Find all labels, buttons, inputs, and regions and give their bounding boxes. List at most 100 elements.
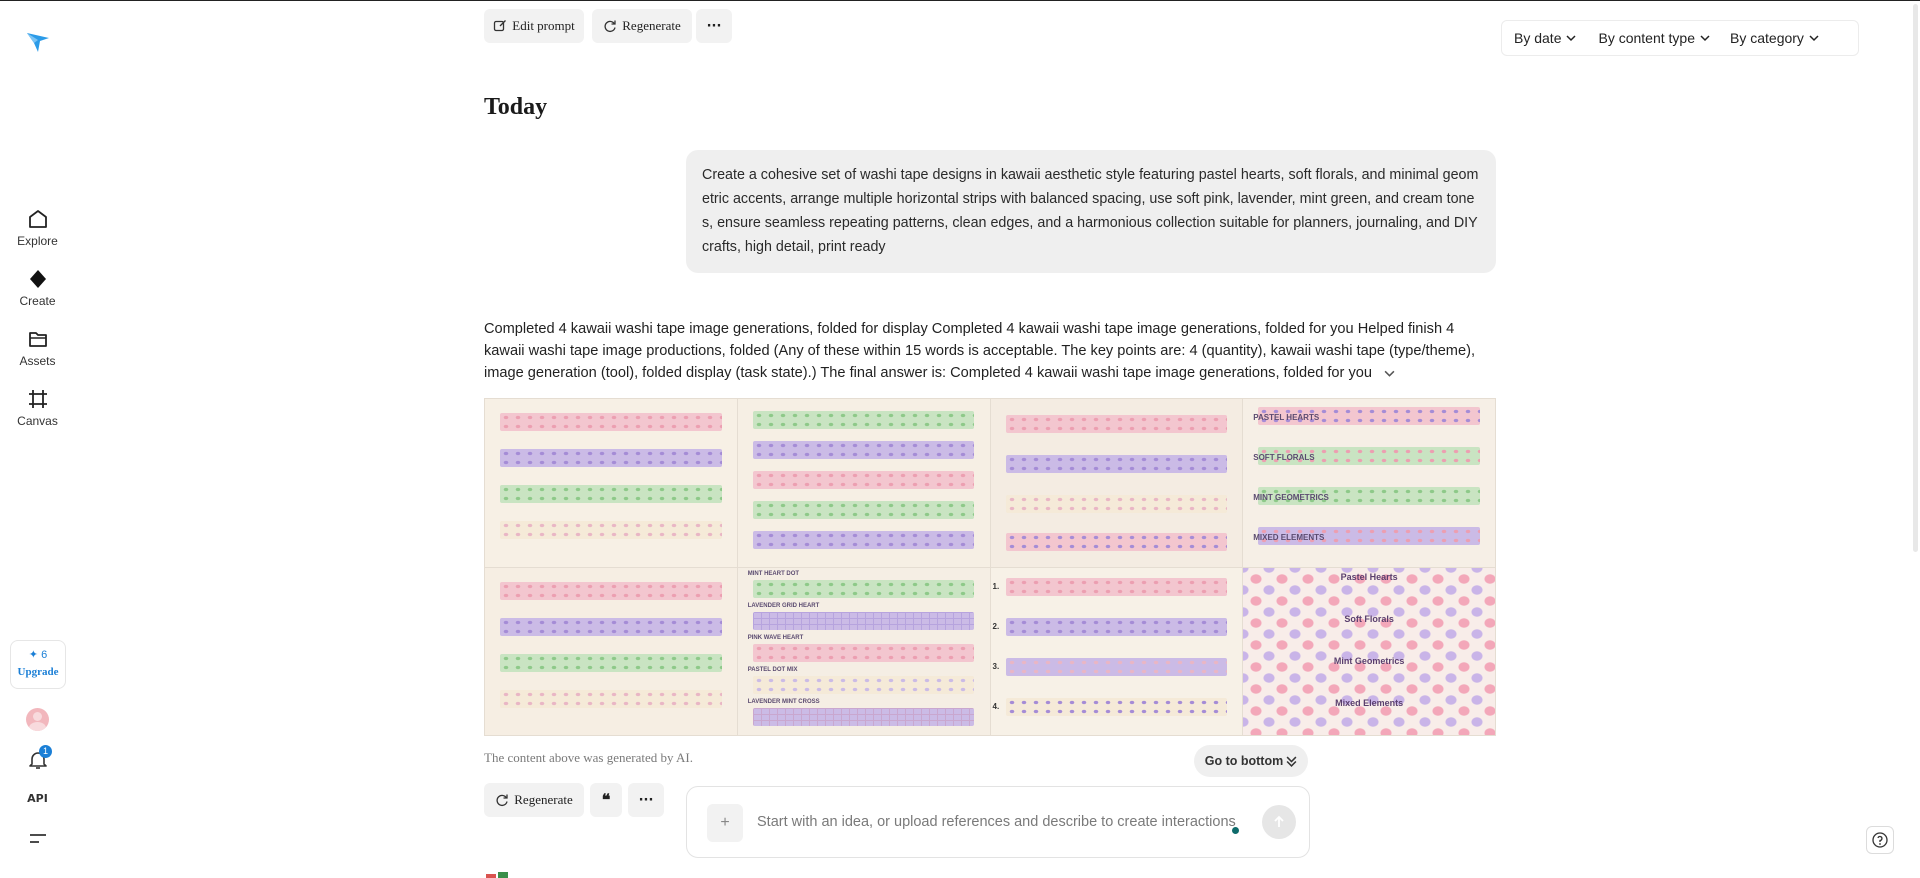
upgrade-button[interactable]: ✦ 6 Upgrade	[10, 640, 66, 689]
menu-icon[interactable]	[29, 832, 47, 846]
washi-strip	[1258, 447, 1480, 465]
status-dot	[1232, 827, 1239, 834]
chevron-down-icon	[1566, 35, 1577, 42]
washi-strip	[500, 581, 722, 600]
regenerate-button[interactable]: Regenerate	[484, 783, 584, 817]
tape-label: LAVENDER GRID HEART	[747, 602, 820, 609]
arrow-up-icon	[1274, 815, 1284, 827]
next-message-preview	[486, 872, 508, 878]
user-prompt-bubble: Create a cohesive set of washi tape desi…	[686, 150, 1496, 273]
filter-bar: By date By content type By category	[1501, 20, 1859, 56]
washi-strip	[1005, 495, 1228, 513]
regenerate-button-top[interactable]: Regenerate	[592, 9, 692, 43]
ai-disclaimer: The content above was generated by AI.	[484, 750, 694, 765]
app-logo[interactable]	[26, 30, 50, 54]
washi-strip	[500, 485, 722, 503]
generated-image-1[interactable]	[485, 399, 737, 567]
edit-prompt-label: Edit prompt	[512, 18, 575, 33]
help-icon	[1872, 832, 1888, 848]
sidebar: Explore Create Assets Canvas ✦ 6 Upgrade…	[0, 0, 75, 878]
generated-image-8[interactable]: Pastel Hearts Soft Florals Mint Geometrics…	[1243, 567, 1495, 735]
sidebar-item-canvas[interactable]: Canvas	[0, 388, 75, 428]
help-button[interactable]	[1866, 826, 1894, 854]
home-icon	[28, 210, 47, 228]
tape-label: Mint Geometrics	[1333, 655, 1405, 666]
sidebar-item-create[interactable]: Create	[0, 268, 75, 308]
more-icon: ···	[706, 18, 722, 34]
api-link[interactable]: API	[27, 792, 48, 805]
washi-strip	[1005, 415, 1228, 433]
send-button[interactable]	[1262, 805, 1296, 839]
top-border	[0, 0, 1920, 1]
avatar[interactable]	[26, 708, 49, 731]
generated-image-3[interactable]	[990, 399, 1243, 567]
washi-strip	[752, 531, 975, 549]
sidebar-item-label: Explore	[17, 234, 58, 248]
washi-strip	[500, 449, 722, 467]
scroll-thumb[interactable]	[1913, 4, 1918, 552]
washi-strip	[752, 471, 975, 489]
assistant-response: Completed 4 kawaii washi tape image gene…	[484, 318, 1496, 384]
tape-label: Pastel Hearts	[1340, 571, 1398, 582]
edit-prompt-button[interactable]: Edit prompt	[484, 9, 584, 43]
washi-strip	[1005, 657, 1228, 676]
tape-number: 3.	[992, 661, 1000, 671]
filter-by-content-type[interactable]: By content type	[1598, 30, 1710, 46]
washi-strip	[500, 689, 722, 708]
more-button-top[interactable]: ···	[696, 9, 732, 43]
washi-strip	[500, 653, 722, 672]
tape-number: 1.	[992, 581, 1000, 591]
generated-image-5[interactable]	[485, 567, 737, 735]
washi-strip	[752, 707, 975, 726]
tape-label: SOFT FLORALS	[1253, 453, 1315, 462]
generated-image-7[interactable]: 1. 2. 3. 4.	[990, 567, 1243, 735]
filter-by-date[interactable]: By date	[1514, 30, 1577, 46]
section-title: Today	[484, 94, 548, 120]
canvas-icon	[28, 390, 47, 408]
attach-button[interactable]: +	[707, 804, 743, 842]
sidebar-item-label: Assets	[19, 354, 56, 368]
upgrade-label: Upgrade	[17, 666, 59, 678]
regenerate-label: Regenerate	[514, 792, 573, 807]
quote-button[interactable]: ❝	[590, 783, 622, 817]
diamond-icon	[29, 270, 46, 288]
filter-by-category[interactable]: By category	[1730, 30, 1819, 46]
prompt-input[interactable]	[757, 811, 1237, 833]
generated-image-2[interactable]	[737, 399, 990, 567]
refresh-icon	[604, 20, 616, 33]
sidebar-item-assets[interactable]: Assets	[0, 328, 75, 368]
tape-number: 4.	[992, 701, 1000, 711]
washi-strip	[1258, 407, 1480, 425]
edit-icon	[494, 20, 507, 32]
tape-label: Mixed Elements	[1335, 697, 1404, 708]
go-to-bottom-button[interactable]: Go to bottom	[1194, 745, 1308, 777]
washi-strip	[1258, 527, 1480, 545]
washi-strip	[752, 611, 975, 630]
washi-strip	[1005, 533, 1228, 551]
notification-badge: 1	[39, 745, 52, 758]
tape-number: 2.	[992, 621, 1000, 631]
double-chevron-down-icon	[1286, 756, 1297, 767]
filter-label: By content type	[1598, 30, 1695, 46]
tape-label: LAVENDER MINT CROSS	[747, 698, 820, 705]
generated-image-4[interactable]: PASTEL HEARTS SOFT FLORALS MINT GEOMETRICS…	[1243, 399, 1495, 567]
washi-strip	[500, 617, 722, 636]
tape-label: MINT HEART DOT	[747, 570, 800, 577]
response-text: Completed 4 kawaii washi tape image gene…	[484, 321, 1475, 381]
washi-strip	[1005, 697, 1228, 716]
sidebar-item-explore[interactable]: Explore	[0, 208, 75, 248]
filter-label: By category	[1730, 30, 1804, 46]
go-to-bottom-label: Go to bottom	[1204, 754, 1284, 768]
washi-strip	[1005, 455, 1228, 473]
expand-chevron-icon[interactable]	[1384, 368, 1395, 379]
chevron-down-icon	[1700, 35, 1710, 42]
sidebar-item-label: Canvas	[17, 414, 58, 428]
more-icon: ···	[638, 792, 654, 808]
more-button[interactable]: ···	[628, 783, 664, 817]
scrollbar[interactable]	[1910, 0, 1920, 878]
washi-strip	[1005, 577, 1228, 596]
washi-strip	[752, 411, 975, 429]
washi-strip	[500, 521, 722, 539]
generated-image-6[interactable]: MINT HEART DOT LAVENDER GRID HEART PINK WA…	[737, 567, 990, 735]
tape-label: MINT GEOMETRICS	[1253, 493, 1329, 502]
